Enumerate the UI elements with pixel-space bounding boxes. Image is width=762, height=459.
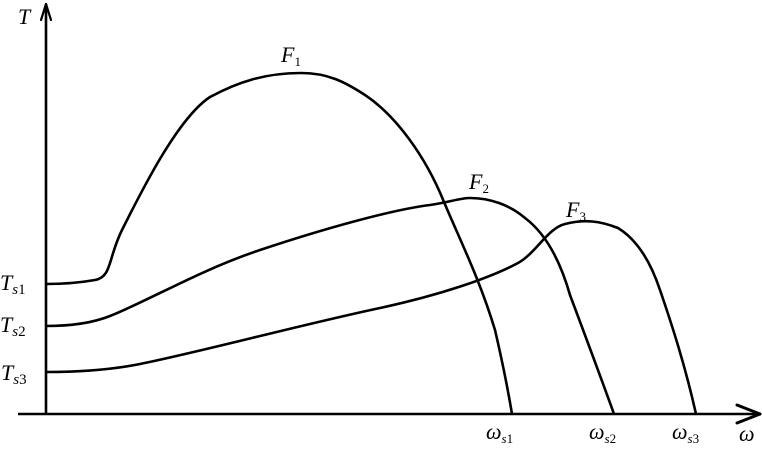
svg-text:F3: F3 <box>565 197 586 224</box>
svg-text:ω: ω <box>739 421 755 446</box>
svg-text:ωs1: ωs1 <box>486 419 513 446</box>
svg-text:Ts1: Ts1 <box>0 270 26 298</box>
svg-text:ωs2: ωs2 <box>589 419 616 446</box>
svg-text:F2: F2 <box>468 169 489 196</box>
svg-text:T: T <box>18 4 32 29</box>
svg-text:Ts3: Ts3 <box>1 360 27 388</box>
svg-text:Ts2: Ts2 <box>0 312 26 340</box>
svg-text:ωs3: ωs3 <box>672 419 699 446</box>
svg-text:F1: F1 <box>280 42 301 69</box>
